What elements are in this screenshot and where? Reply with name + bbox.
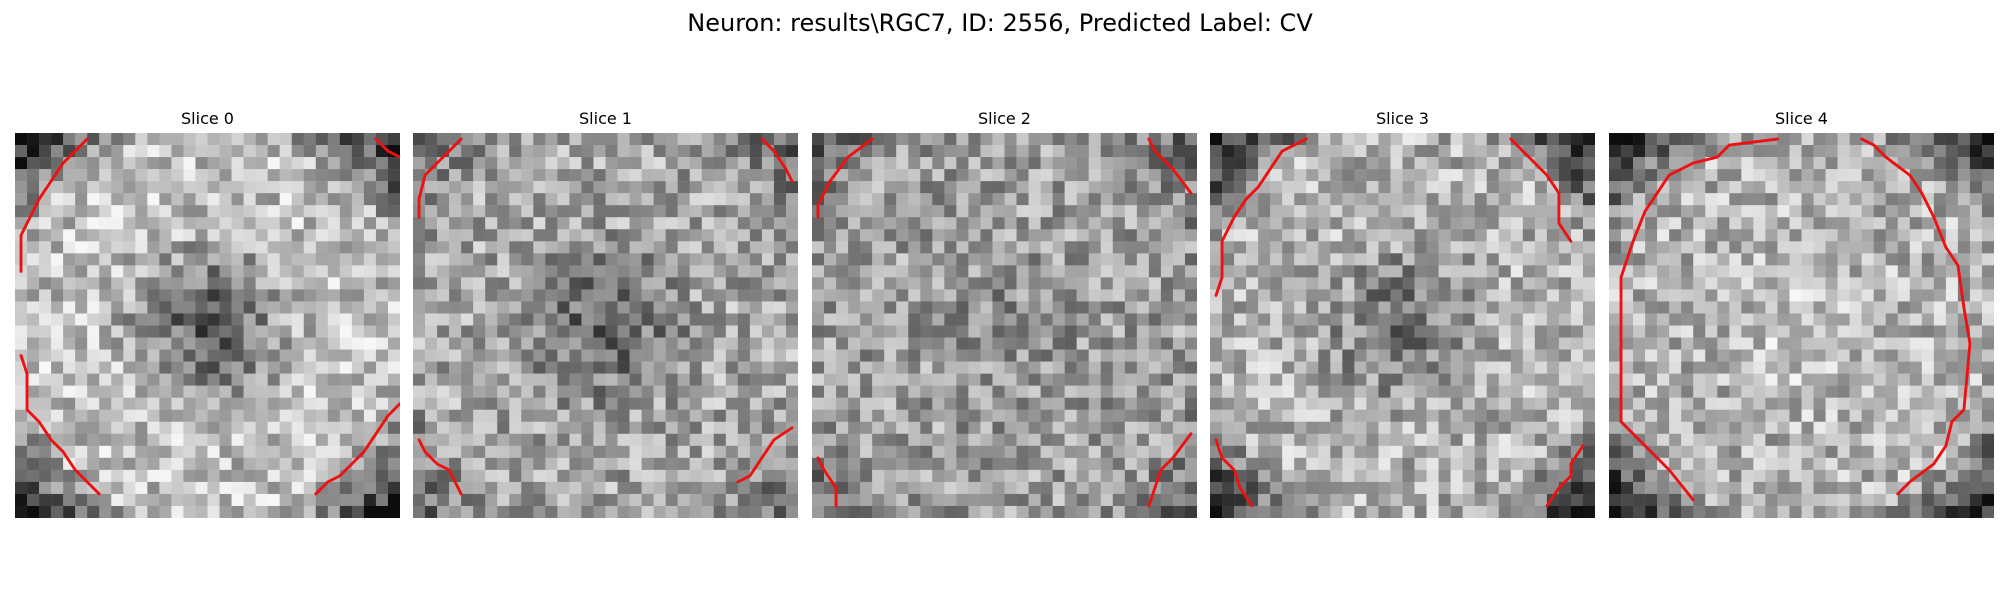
figure-title: Neuron: results\RGC7, ID: 2556, Predicte…	[687, 9, 1313, 37]
slice-panel-4: Slice 4	[1609, 108, 1994, 518]
contour-line	[816, 137, 874, 219]
contour-line	[1214, 137, 1308, 297]
slice-title: Slice 1	[579, 109, 632, 128]
contour-line	[1147, 432, 1193, 508]
slice-title: Slice 2	[978, 109, 1031, 128]
contour-line	[19, 354, 101, 496]
contour-line	[417, 438, 463, 496]
slice-image-2	[812, 133, 1197, 518]
slice-image-1	[413, 133, 798, 518]
slice-title: Slice 3	[1376, 109, 1429, 128]
slice-image-0	[15, 133, 400, 518]
contour-line	[1509, 137, 1573, 243]
slice-title: Slice 4	[1775, 109, 1828, 128]
contour-line	[417, 137, 463, 219]
contour-line	[1214, 438, 1254, 508]
contour-line	[1545, 444, 1585, 508]
contour-line	[1619, 137, 1779, 502]
contour-line	[19, 137, 89, 273]
contour-line	[1147, 137, 1193, 195]
slice-image-4	[1609, 133, 1994, 518]
slice-title: Slice 0	[181, 109, 234, 128]
slice-panel-0: Slice 0	[15, 108, 400, 518]
slice-image-3	[1210, 133, 1595, 518]
contour-line	[1860, 137, 1972, 496]
contour-line	[374, 137, 400, 159]
contour-line	[314, 402, 400, 496]
slice-panel-3: Slice 3	[1210, 108, 1595, 518]
contour-line	[816, 456, 838, 508]
slice-panel-1: Slice 1	[413, 108, 798, 518]
contour-line	[760, 137, 794, 183]
slice-panel-2: Slice 2	[812, 108, 1197, 518]
contour-line	[736, 426, 794, 484]
